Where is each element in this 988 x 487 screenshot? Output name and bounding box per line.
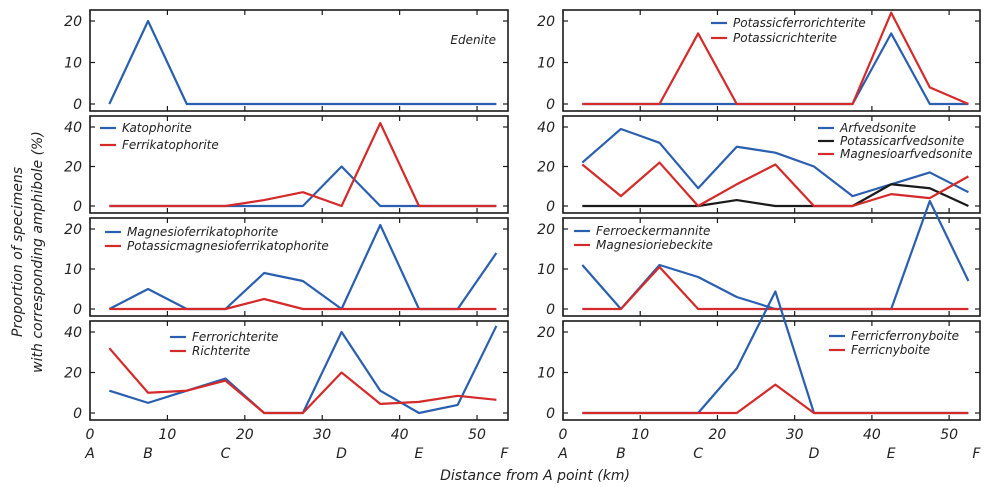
y-tick-label: 0 — [73, 199, 82, 215]
point-label-b: B — [143, 446, 153, 462]
y-tick-label: 20 — [64, 160, 82, 176]
y-tick-label: 10 — [537, 262, 555, 278]
legend-label: Ferroeckermannite — [596, 224, 710, 238]
point-label-f: F — [500, 446, 509, 462]
y-tick-label: 40 — [64, 120, 82, 136]
y-tick-label: 10 — [64, 262, 82, 278]
panel-frame — [562, 217, 981, 317]
x-tick-label: 50 — [940, 427, 958, 443]
series-line-ferricnyboite — [582, 383, 969, 415]
x-tick-label: 10 — [631, 427, 649, 443]
panel-frame — [89, 115, 509, 214]
y-tick-label: 0 — [546, 97, 555, 113]
series-line-ferrikatophorite — [109, 121, 497, 208]
x-tick-label: 0 — [559, 427, 568, 443]
x-axis-label: Distance from A point (km) — [440, 468, 630, 484]
series-line-katophorite — [109, 165, 497, 208]
point-label-c: C — [693, 446, 703, 462]
series-line-richterite — [108, 347, 497, 415]
legend-label: Ferricnyboite — [851, 343, 930, 357]
series-line-magnesioarfvedsonite — [581, 161, 969, 208]
y-tick-label: 20 — [64, 222, 82, 238]
x-tick-label: 30 — [313, 427, 331, 443]
point-label-b: B — [616, 446, 626, 462]
legend-label: Ferricferronyboite — [851, 329, 959, 343]
legend-label: Magnesioriebeckite — [596, 238, 713, 252]
y-tick-label: 20 — [537, 325, 555, 341]
x-tick-label: 40 — [391, 427, 409, 443]
legend-label: Potassicmagnesioferrikatophorite — [127, 239, 329, 253]
y-tick-label: 20 — [64, 14, 82, 30]
y-tick-label: 0 — [73, 97, 82, 113]
series-line-potassicarfvedsonite — [582, 183, 969, 208]
panel-frame — [562, 115, 981, 214]
legend-label: Potassicarfvedsonite — [840, 134, 964, 148]
x-tick-label: 20 — [709, 427, 727, 443]
point-label-a: A — [84, 446, 95, 462]
legend-label: Arfvedsonite — [839, 121, 916, 135]
legend-label: Edenite — [450, 33, 496, 47]
y-tick-label: 40 — [64, 325, 82, 341]
y-tick-label: 20 — [64, 366, 82, 382]
y-tick-label: 0 — [73, 406, 82, 422]
x-tick-label: 30 — [786, 427, 804, 443]
legend-label: Magnesioferrikatophorite — [127, 225, 278, 239]
y-tick-label: 0 — [546, 199, 555, 215]
y-tick-label: 20 — [537, 222, 555, 238]
point-label-d: D — [809, 446, 820, 462]
series-line-potassicmagnesioferrikatophorite — [109, 297, 497, 311]
panel-katophorite: 0 20 40 Katophorite Ferrikatophorite — [64, 115, 509, 215]
point-label-a: A — [557, 446, 568, 462]
series-line-potassicrichterite — [582, 11, 969, 106]
y-tick-label: 10 — [537, 366, 555, 382]
y-axis-label-line2: with corresponding amphibole (%) — [30, 131, 46, 373]
y-tick-label: 10 — [537, 56, 555, 72]
panel-magnesioferrikatophorite: 0 10 20 MagnesioferrikatophoritePotassicmag… — [64, 217, 509, 318]
panel-arfvedsonite: 0 20 40 ArfvedsonitePotassicarfvedsoniteMag… — [537, 115, 981, 215]
panel-frame — [562, 9, 981, 112]
panels: 0 10 20 Edenite 0 20 40 Katophorite Ferrikatopho… — [64, 9, 981, 462]
y-tick-label: 20 — [537, 160, 555, 176]
point-label-f: F — [972, 446, 981, 462]
panel-edenite: 0 10 20 Edenite — [64, 9, 509, 113]
x-tick-label: 20 — [236, 427, 254, 443]
y-axis-label-line1: Proportion of specimens — [10, 167, 26, 337]
point-label-d: D — [336, 446, 347, 462]
panel-frame — [89, 320, 509, 421]
point-label-c: C — [221, 446, 231, 462]
point-label-e: E — [415, 446, 424, 462]
x-tick-label: 10 — [158, 427, 176, 443]
panel-frame — [89, 9, 509, 112]
legend-label: Katophorite — [122, 121, 192, 135]
x-tick-label: 40 — [863, 427, 881, 443]
legend-label: Potassicferrorichterite — [733, 16, 866, 30]
point-label-e: E — [887, 446, 896, 462]
legend-label: Richterite — [192, 344, 250, 358]
x-tick-label: 50 — [468, 427, 486, 443]
y-tick-label: 10 — [64, 56, 82, 72]
panel-frame — [562, 320, 981, 421]
y-tick-label: 40 — [537, 120, 555, 136]
y-tick-label: 0 — [546, 302, 555, 318]
series-line-ferrorichterite — [109, 325, 498, 415]
panel-frame — [89, 217, 509, 317]
legend-label: Magnesioarfvedsonite — [840, 147, 972, 161]
x-tick-label: 0 — [86, 427, 95, 443]
y-tick-label: 0 — [73, 302, 82, 318]
legend-label: Ferrikatophorite — [122, 138, 219, 152]
y-tick-label: 20 — [537, 14, 555, 30]
series-line-arfvedsonite — [581, 127, 969, 198]
series-line-edenite — [108, 19, 497, 106]
legend-label: Potassicrichterite — [733, 31, 837, 45]
panel-potassicferrorichterite: 0 10 20 PotassicferrorichteritePotassicrich… — [537, 9, 981, 113]
series-line-magnesioriebeckite — [582, 265, 969, 311]
y-tick-label: 0 — [546, 406, 555, 422]
legend-label: Ferrorichterite — [192, 330, 278, 344]
